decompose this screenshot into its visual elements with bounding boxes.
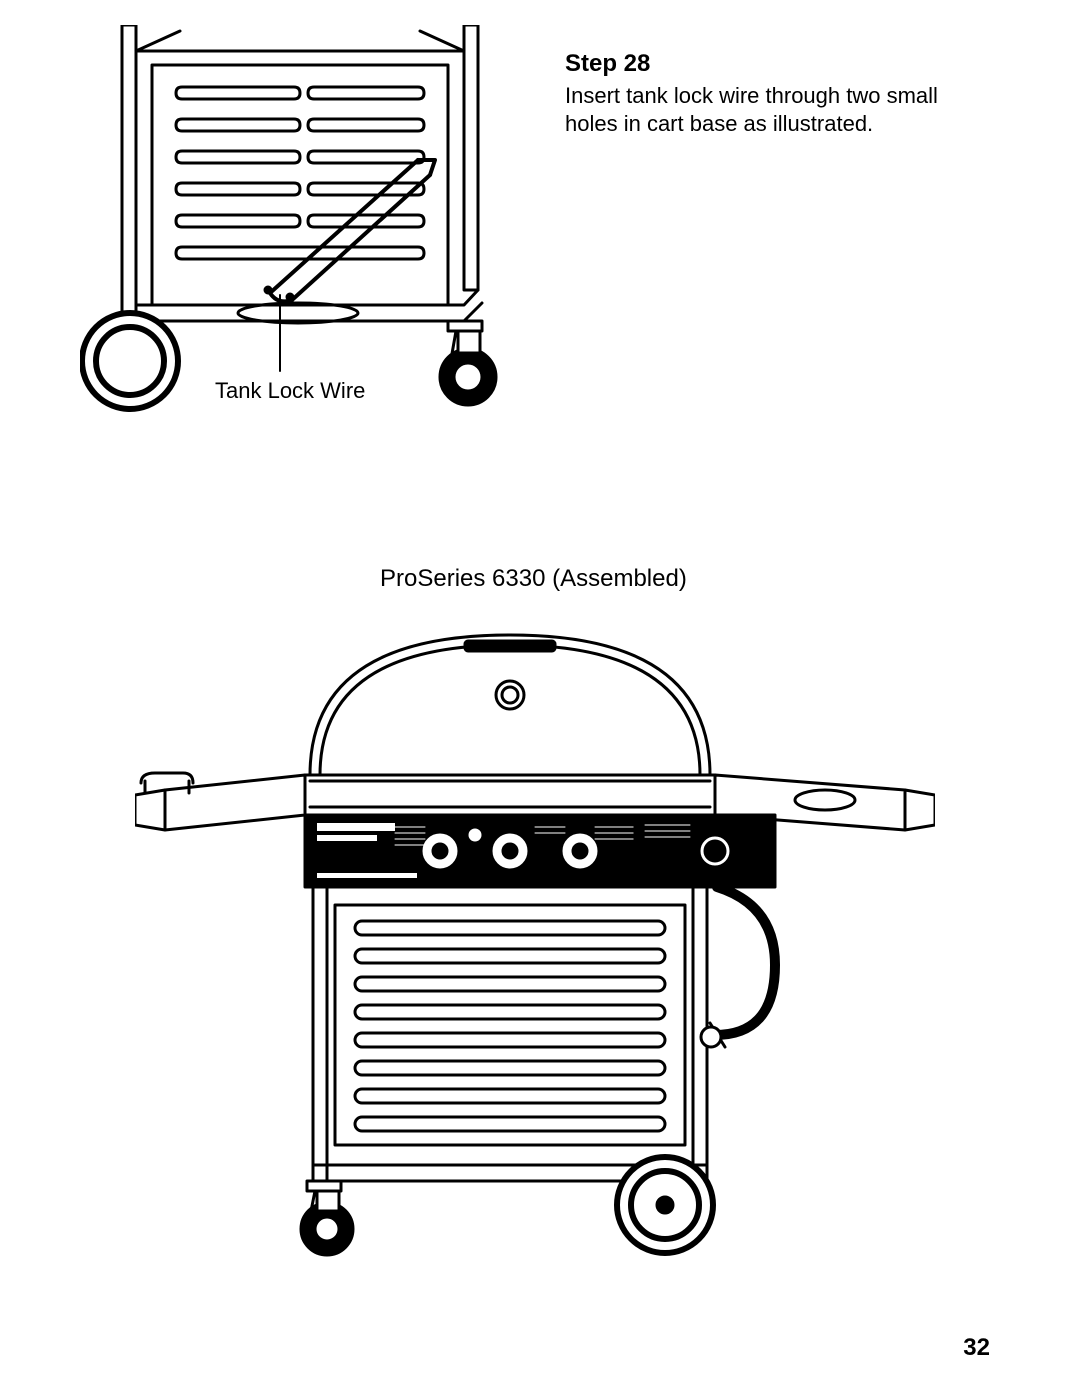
- assembled-label: ProSeries 6330 (Assembled): [380, 565, 687, 593]
- assembled-grill-illustration: [135, 605, 935, 1265]
- manual-page: Step 28 Insert tank lock wire through tw…: [0, 0, 1080, 1397]
- step-heading: Step 28: [565, 50, 650, 78]
- tank-lock-wire-label: Tank Lock Wire: [215, 378, 365, 404]
- step-instruction: Insert tank lock wire through two small …: [565, 82, 965, 137]
- page-number: 32: [963, 1334, 990, 1362]
